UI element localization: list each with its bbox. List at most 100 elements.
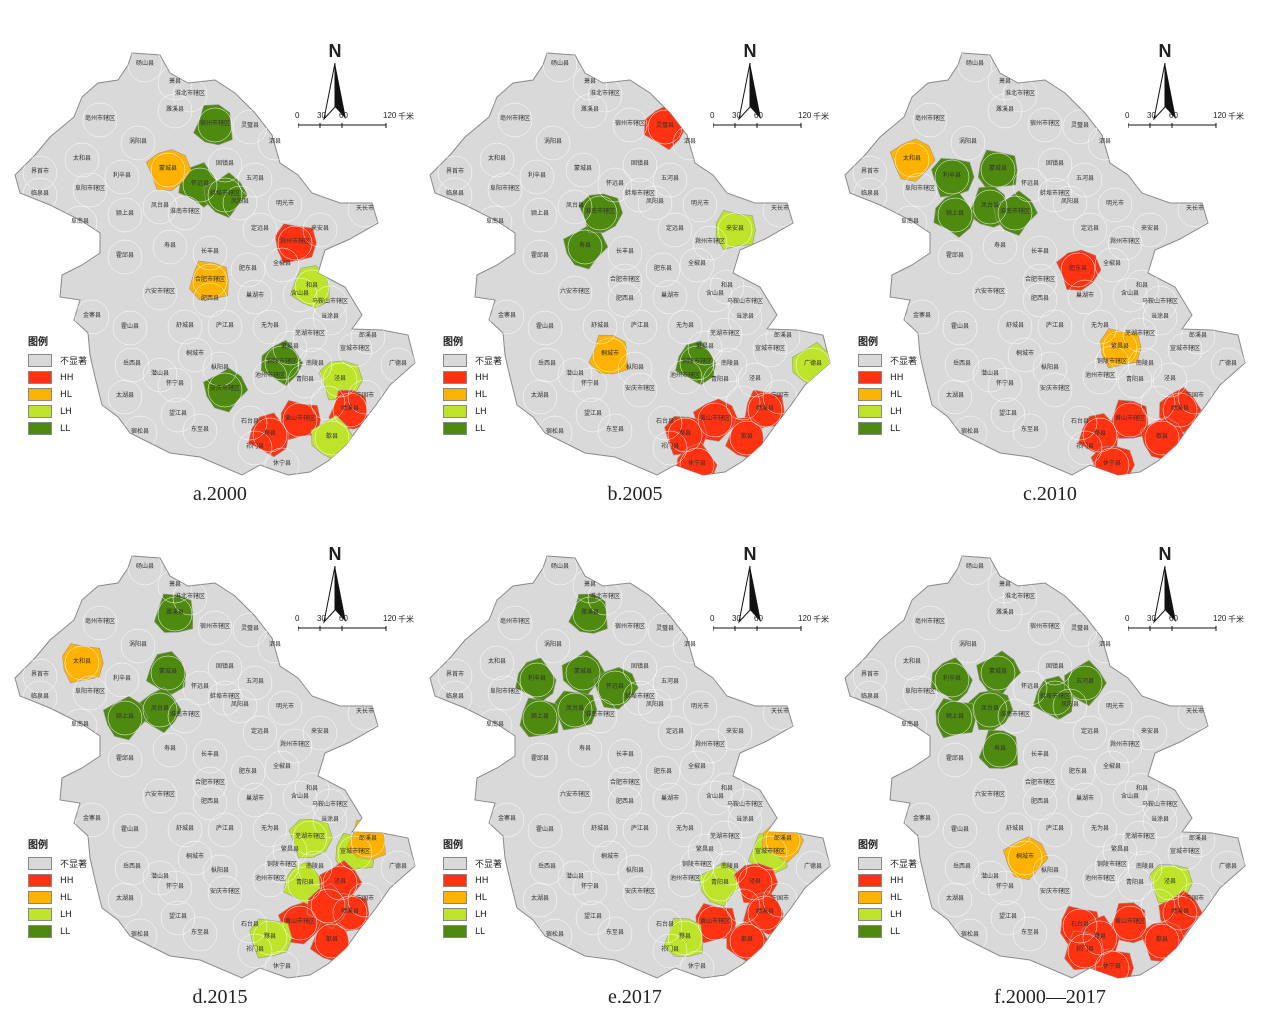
county-boundary bbox=[1124, 269, 1160, 305]
county-label: 蚌埠市辖区 bbox=[210, 189, 240, 197]
county-boundary bbox=[107, 239, 143, 275]
county-label: 泗县 bbox=[269, 640, 281, 648]
county-boundary bbox=[332, 392, 368, 428]
county-label: 涡阳县 bbox=[959, 640, 977, 648]
legend-label: LH bbox=[890, 406, 902, 417]
county-boundary bbox=[237, 933, 273, 969]
region-HH bbox=[1108, 399, 1149, 439]
county-label: 当涂县 bbox=[736, 815, 754, 823]
region-HH bbox=[274, 223, 317, 264]
county-boundary bbox=[622, 812, 658, 848]
legend-item: HL bbox=[443, 889, 543, 906]
county-label: 阜南县 bbox=[71, 217, 89, 225]
county-label: 宁国市 bbox=[1186, 894, 1204, 902]
county-label: 阜南县 bbox=[486, 217, 504, 225]
county-label: 砀山县 bbox=[551, 59, 569, 67]
scale-tick-label: 120 bbox=[798, 111, 812, 120]
county-label: 萧县 bbox=[584, 77, 596, 85]
legend-label: LH bbox=[890, 909, 902, 920]
county-label: 颍上县 bbox=[531, 209, 549, 217]
county-label: 歙县 bbox=[326, 432, 338, 440]
county-boundary bbox=[292, 317, 328, 353]
county-boundary bbox=[192, 738, 228, 774]
county-label: 休宁县 bbox=[688, 962, 706, 970]
county-boundary bbox=[252, 920, 288, 956]
county-label: 固镇县 bbox=[216, 662, 234, 670]
county-label: 天长市 bbox=[1186, 204, 1204, 212]
legend-item: HL bbox=[858, 889, 958, 906]
county-label: 肥东县 bbox=[654, 264, 672, 272]
county-label: 阜阳市辖区 bbox=[905, 184, 935, 192]
legend-item: HH bbox=[858, 369, 958, 386]
county-boundary bbox=[192, 785, 228, 821]
county-boundary bbox=[264, 950, 300, 978]
county-boundary bbox=[167, 812, 203, 848]
county-boundary bbox=[72, 172, 108, 208]
region-LL bbox=[1032, 675, 1074, 720]
county-label: 黟县 bbox=[264, 429, 276, 437]
county-boundary bbox=[1022, 235, 1058, 271]
county-label: 砀山县 bbox=[136, 562, 154, 570]
legend-label: LH bbox=[60, 909, 72, 920]
county-label: 望江县 bbox=[169, 912, 187, 920]
county-label: 和县 bbox=[721, 281, 733, 289]
county-boundary bbox=[1162, 895, 1198, 931]
county-boundary bbox=[592, 337, 628, 373]
county-boundary bbox=[707, 317, 743, 353]
county-boundary bbox=[150, 152, 186, 188]
county-boundary bbox=[542, 53, 578, 83]
county-boundary bbox=[597, 670, 633, 706]
county-boundary bbox=[575, 397, 611, 433]
county-boundary bbox=[607, 766, 643, 802]
county-boundary bbox=[944, 850, 980, 886]
county-boundary bbox=[572, 93, 608, 129]
north-label: N bbox=[328, 544, 342, 564]
county-label: 六安市辖区 bbox=[975, 287, 1005, 295]
county-boundary bbox=[1142, 285, 1178, 321]
county-boundary bbox=[114, 850, 150, 886]
legend-item: LL bbox=[858, 923, 958, 940]
county-label: 安庆市辖区 bbox=[210, 384, 240, 392]
county-boundary bbox=[1140, 385, 1176, 421]
county-boundary bbox=[942, 310, 978, 346]
county-boundary bbox=[252, 309, 288, 345]
county-label: 桐城市 bbox=[186, 852, 204, 860]
county-label: 全椒县 bbox=[688, 259, 706, 267]
county-boundary bbox=[294, 269, 330, 305]
region-LH bbox=[715, 209, 756, 251]
county-boundary bbox=[612, 107, 648, 143]
county-boundary bbox=[747, 392, 783, 428]
county-boundary bbox=[622, 680, 658, 716]
county-boundary bbox=[479, 645, 515, 681]
county-label: 绩溪县 bbox=[341, 404, 359, 412]
county-label: 东至县 bbox=[191, 425, 209, 433]
county-label: 阜南县 bbox=[901, 720, 919, 728]
county-label: 怀宁县 bbox=[996, 882, 1014, 890]
county-boundary bbox=[1094, 247, 1130, 283]
county-label: 潜山县 bbox=[981, 872, 999, 880]
county-label: 南陵县 bbox=[1136, 862, 1154, 870]
county-label: 利辛县 bbox=[943, 674, 961, 682]
county-boundary bbox=[950, 125, 986, 161]
county-boundary bbox=[142, 357, 178, 393]
county-boundary bbox=[1007, 337, 1043, 373]
county-boundary bbox=[737, 865, 773, 901]
county-boundary bbox=[679, 447, 715, 475]
county-boundary bbox=[1022, 282, 1058, 318]
region-HL bbox=[1002, 836, 1049, 881]
county-label: 马鞍山市辖区 bbox=[312, 297, 348, 305]
legend-swatch bbox=[28, 857, 52, 870]
county-boundary bbox=[565, 655, 601, 691]
county-boundary bbox=[264, 750, 300, 786]
county-boundary bbox=[64, 645, 100, 681]
county-label: 青阳县 bbox=[711, 878, 729, 886]
county-boundary bbox=[1060, 252, 1096, 288]
region-LL bbox=[193, 104, 233, 146]
county-label: 定远县 bbox=[251, 727, 269, 735]
county-label: 绩溪县 bbox=[1171, 907, 1189, 915]
county-boundary bbox=[682, 690, 718, 726]
county-label: 泾县 bbox=[749, 877, 761, 885]
county-label: 歙县 bbox=[1156, 935, 1168, 943]
county-boundary bbox=[1094, 848, 1130, 884]
county-boundary bbox=[1012, 167, 1048, 203]
